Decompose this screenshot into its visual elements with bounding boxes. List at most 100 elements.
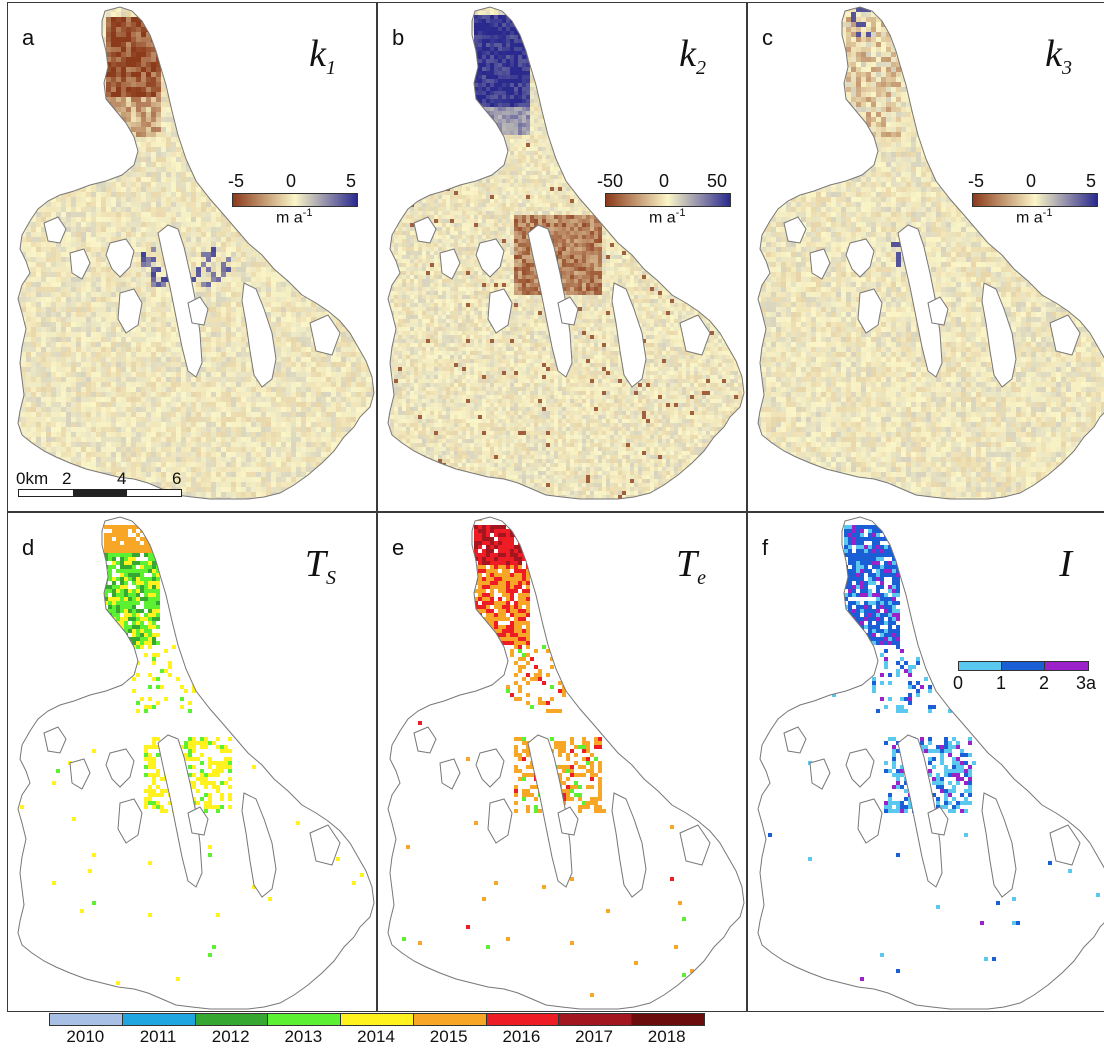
nunatak-outline xyxy=(487,288,513,334)
colorbar-unit: m a-1 xyxy=(276,207,312,227)
panel-title-sub: e xyxy=(697,567,706,589)
nunatak-outline xyxy=(43,216,67,244)
colorbar-unit-exponent: -1 xyxy=(303,207,313,219)
nunatak-outline xyxy=(69,248,91,280)
glacier-outline xyxy=(17,516,375,1010)
year-label: 2013 xyxy=(267,1027,340,1047)
nunatak-outline xyxy=(117,288,143,334)
year-colorbar-segment xyxy=(340,1014,413,1025)
nunatak-outline xyxy=(897,224,943,378)
rate-colorbar: -50 0 50 m a-1 xyxy=(597,167,733,227)
nunatak-outline xyxy=(413,216,437,244)
year-colorbar-segment xyxy=(121,1014,195,1025)
nunatak-outline xyxy=(475,748,505,788)
interval-colorbar: 0 1 2 3a xyxy=(953,659,1104,699)
panel-label: f xyxy=(762,537,768,559)
panel-label: c xyxy=(762,27,773,49)
nunatak-outline xyxy=(117,798,143,844)
year-label: 2010 xyxy=(49,1027,122,1047)
nunatak-outline xyxy=(897,734,943,888)
colorbar-tick-mid: 0 xyxy=(1026,171,1036,192)
scale-bar-label: 4 xyxy=(117,469,126,489)
nunatak-outline xyxy=(105,238,135,278)
nunatak-outline xyxy=(557,296,579,326)
map-panel-e: e Te xyxy=(377,512,747,1012)
nunatak-outline xyxy=(105,748,135,788)
nunatak-outline xyxy=(241,792,277,898)
glacier-map-e xyxy=(387,516,745,1010)
panel-title: k1 xyxy=(309,35,336,78)
colorbar-tick-max: 5 xyxy=(1086,171,1096,192)
year-colorbar-segment xyxy=(267,1014,341,1025)
nunatak-outline xyxy=(527,224,573,378)
nunatak-outline xyxy=(783,726,807,754)
nunatak-outline xyxy=(679,824,711,866)
panel-title-main: k xyxy=(1045,33,1062,75)
panels-grid: a k1 -5 0 5 m a-1 0km 2 4 6 b k2 -50 0 50 m a-1 c k3 -5 0 5 m… xyxy=(7,2,1104,1013)
nunatak-outline xyxy=(43,726,67,754)
nunatak-outline xyxy=(439,758,461,790)
glacier-map-a xyxy=(17,6,375,500)
panel-title-main: k xyxy=(309,33,326,75)
scale-bar: 0km 2 4 6 xyxy=(16,469,186,501)
map-panel-c: c k3 -5 0 5 m a-1 xyxy=(747,2,1104,512)
nunatak-outline xyxy=(679,314,711,356)
nunatak-outline xyxy=(187,296,209,326)
interval-colorbar-tick: 1 xyxy=(996,673,1006,694)
year-colorbar-segment xyxy=(412,1014,486,1025)
nunatak-outline xyxy=(611,282,647,388)
colorbar-unit-text: m a xyxy=(649,209,676,226)
panel-title: k2 xyxy=(679,35,706,78)
nunatak-outline xyxy=(309,314,341,356)
nunatak-outline xyxy=(981,282,1017,388)
year-label: 2015 xyxy=(412,1027,485,1047)
interval-colorbar-segment xyxy=(1044,661,1089,671)
map-panel-b: b k2 -50 0 50 m a-1 xyxy=(377,2,747,512)
nunatak-outline xyxy=(157,734,203,888)
year-label: 2012 xyxy=(194,1027,267,1047)
nunatak-outline xyxy=(1049,824,1081,866)
colorbar-unit-exponent: -1 xyxy=(1043,207,1053,219)
scale-bar-graphic xyxy=(18,489,182,497)
glacier-map-c xyxy=(757,6,1104,500)
nunatak-outline xyxy=(187,806,209,836)
colorbar-tick-mid: 0 xyxy=(659,171,669,192)
colorbar-tick-min: -50 xyxy=(597,171,623,192)
rate-colorbar: -5 0 5 m a-1 xyxy=(968,167,1100,227)
glacier-outline xyxy=(387,6,745,500)
scale-bar-label: 6 xyxy=(172,469,181,489)
glacier-map-d xyxy=(17,516,375,1010)
nunatak-outline xyxy=(439,248,461,280)
year-colorbar-segment xyxy=(558,1014,632,1025)
nunatak-outline xyxy=(69,758,91,790)
glacier-outline xyxy=(757,516,1104,1010)
year-label: 2014 xyxy=(340,1027,413,1047)
year-colorbar-segment xyxy=(485,1014,559,1025)
colorbar-unit-text: m a xyxy=(276,209,303,226)
nunatak-outline xyxy=(1049,314,1081,356)
glacier-map-b xyxy=(387,6,745,500)
scale-bar-label: 2 xyxy=(62,469,71,489)
colorbar-unit-exponent: -1 xyxy=(676,207,686,219)
year-label: 2016 xyxy=(485,1027,558,1047)
panel-title: TS xyxy=(305,545,336,588)
panel-label: b xyxy=(392,27,404,49)
nunatak-outline xyxy=(157,224,203,378)
nunatak-outline xyxy=(557,806,579,836)
nunatak-outline xyxy=(845,748,875,788)
rate-colorbar-gradient xyxy=(605,193,731,207)
nunatak-outline xyxy=(857,798,883,844)
nunatak-outline xyxy=(611,792,647,898)
panel-title-sub: 2 xyxy=(696,57,706,79)
panel-title-sub: S xyxy=(326,567,336,589)
glacier-outline xyxy=(387,516,745,1010)
panel-title-main: I xyxy=(1059,543,1072,585)
panel-label: e xyxy=(392,537,404,559)
nunatak-outline xyxy=(845,238,875,278)
glacier-map-f xyxy=(757,516,1104,1010)
year-label: 2011 xyxy=(122,1027,195,1047)
nunatak-outline xyxy=(413,726,437,754)
nunatak-outline xyxy=(309,824,341,866)
map-panel-f: f I 0 1 2 3a xyxy=(747,512,1104,1012)
rate-colorbar-gradient xyxy=(972,193,1098,207)
